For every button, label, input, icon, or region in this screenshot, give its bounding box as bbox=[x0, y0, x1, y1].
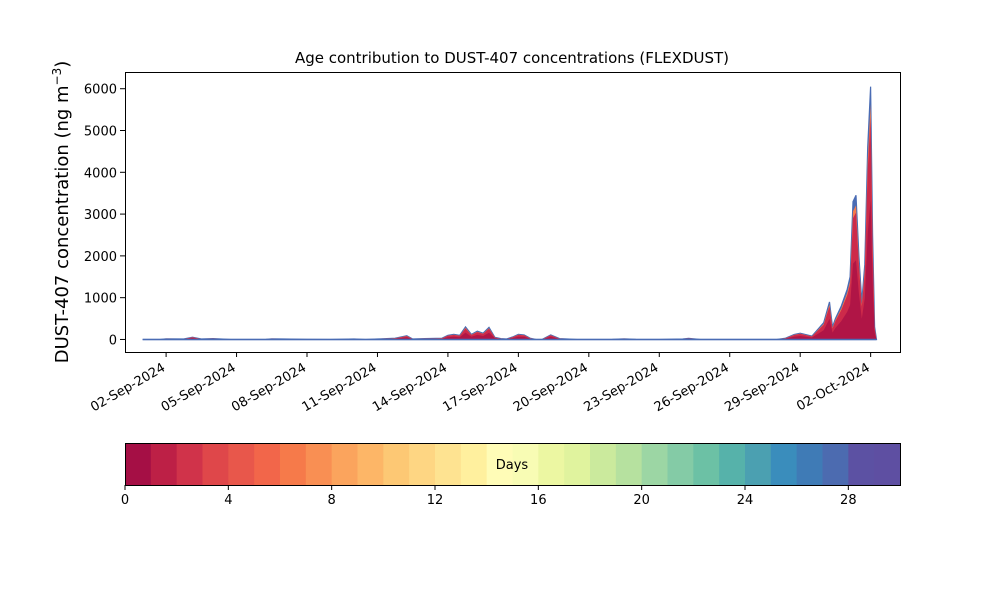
stacked-area-layer bbox=[142, 86, 878, 341]
colorbar-cell bbox=[564, 443, 591, 485]
colorbar-cell bbox=[150, 443, 178, 485]
colorbar-cell bbox=[383, 443, 410, 485]
colorbar-tick-label: 12 bbox=[427, 493, 444, 508]
colorbar-cell bbox=[305, 443, 333, 485]
colorbar-tick-label: 0 bbox=[121, 493, 129, 508]
colorbar-tick-label: 4 bbox=[224, 493, 232, 508]
y-tick-label: 4000 bbox=[84, 166, 117, 181]
y-axis: 0 1000 2000 3000 4000 5000 6000 bbox=[84, 83, 125, 348]
colorbar-cell bbox=[486, 443, 513, 485]
x-tick-label: 08-Sep-2024 bbox=[229, 360, 309, 415]
colorbar-tick-label: 8 bbox=[328, 493, 336, 508]
colorbar-cell bbox=[538, 443, 565, 485]
x-tick-label: 05-Sep-2024 bbox=[159, 360, 239, 415]
colorbar-tick-label: 24 bbox=[737, 493, 754, 508]
colorbar-cell bbox=[460, 443, 488, 485]
colorbar-cell bbox=[822, 443, 849, 485]
colorbar-cell bbox=[848, 443, 875, 485]
y-tick-label: 2000 bbox=[84, 250, 117, 265]
y-axis-label: DUST-407 concentration (ng m−3) bbox=[50, 61, 73, 364]
colorbar-cell bbox=[874, 443, 901, 485]
colorbar-label: Days bbox=[496, 458, 529, 473]
x-tick-label: 11-Sep-2024 bbox=[300, 360, 380, 415]
x-tick-label: 20-Sep-2024 bbox=[511, 360, 591, 415]
y-tick-label: 1000 bbox=[84, 292, 117, 307]
plot-frame bbox=[125, 72, 901, 353]
y-tick-label: 5000 bbox=[84, 125, 117, 140]
colorbar-cell bbox=[796, 443, 823, 485]
colorbar-cell bbox=[719, 443, 746, 485]
colorbar-cell bbox=[228, 443, 255, 485]
y-tick-label: 3000 bbox=[84, 208, 117, 223]
colorbar-cell bbox=[770, 443, 798, 485]
x-tick-label: 14-Sep-2024 bbox=[370, 360, 450, 415]
colorbar-cell bbox=[745, 443, 772, 485]
colorbar-cell bbox=[280, 443, 307, 485]
colorbar-cell bbox=[693, 443, 720, 485]
colorbar-cell bbox=[667, 443, 694, 485]
x-tick-label: 29-Sep-2024 bbox=[722, 360, 802, 415]
colorbar-frame bbox=[125, 443, 901, 486]
colorbar-tick-label: 16 bbox=[530, 493, 547, 508]
colorbar-cell bbox=[590, 443, 617, 485]
colorbar-tick-label: 28 bbox=[840, 493, 857, 508]
colorbar-ticks: 0 4 8 12 16 20 24 28 bbox=[121, 485, 857, 508]
colorbar-cell bbox=[125, 443, 152, 485]
x-tick-label: 02-Oct-2024 bbox=[794, 360, 872, 414]
colorbar-cell bbox=[409, 443, 436, 485]
x-tick-label: 02-Sep-2024 bbox=[88, 360, 168, 415]
colorbar-cell bbox=[357, 443, 384, 485]
colorbar-tick-label: 20 bbox=[633, 493, 650, 508]
x-tick-label: 23-Sep-2024 bbox=[581, 360, 661, 415]
colorbar-cell bbox=[641, 443, 668, 485]
colorbar-cell bbox=[512, 443, 539, 485]
x-tick-label: 26-Sep-2024 bbox=[652, 360, 732, 415]
y-tick-label: 0 bbox=[109, 333, 117, 348]
x-tick-label: 17-Sep-2024 bbox=[441, 360, 521, 415]
colorbar-cell bbox=[331, 443, 358, 485]
x-axis: 02-Sep-202405-Sep-202408-Sep-202411-Sep-… bbox=[88, 352, 873, 415]
y-tick-label: 6000 bbox=[84, 83, 117, 98]
chart-title: Age contribution to DUST-407 concentrati… bbox=[295, 49, 729, 67]
colorbar: Days 0 4 8 12 16 20 24 28 bbox=[121, 443, 901, 508]
colorbar-cell bbox=[176, 443, 203, 485]
colorbar-cell bbox=[435, 443, 462, 485]
colorbar-cell bbox=[202, 443, 229, 485]
colorbar-cell bbox=[254, 443, 281, 485]
colorbar-cell bbox=[615, 443, 643, 485]
plot-area: 0 1000 2000 3000 4000 5000 6000 02-Sep-202405-… bbox=[84, 72, 901, 415]
colorbar-cells bbox=[125, 443, 901, 485]
